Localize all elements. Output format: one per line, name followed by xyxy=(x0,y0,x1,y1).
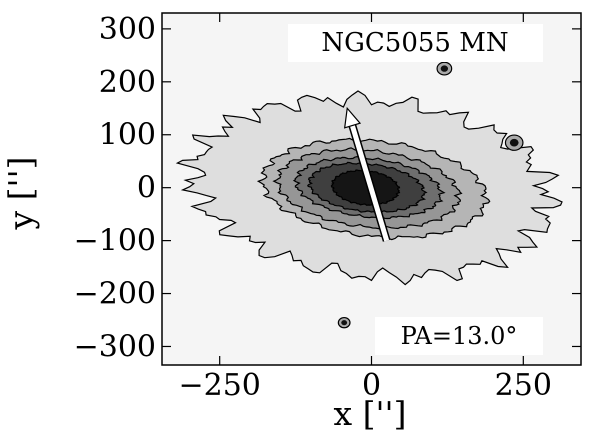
y-tick-label: 100 xyxy=(99,118,156,153)
point-source xyxy=(337,316,351,329)
point-source xyxy=(504,134,524,151)
point-source xyxy=(436,61,453,76)
y-tick-label: −200 xyxy=(74,277,156,312)
x-tick-label: −250 xyxy=(178,368,260,403)
chart-title: NGC5055 MN xyxy=(321,28,508,58)
pa-arrow xyxy=(343,106,391,242)
x-axis-ticks: −250 0 250 xyxy=(178,13,552,403)
y-tick-label: 0 xyxy=(137,171,156,206)
x-axis-label: x [''] xyxy=(334,394,407,433)
y-tick-label: −300 xyxy=(74,329,156,364)
y-axis-ticks: 300 200 100 0 −100 −200 −300 xyxy=(74,12,581,364)
pa-box xyxy=(375,317,543,355)
y-axis-label: y [''] xyxy=(1,156,40,230)
y-tick-label: 300 xyxy=(99,12,156,47)
title-box xyxy=(288,24,543,62)
y-tick-label: 200 xyxy=(99,65,156,100)
pa-annotation: PA=13.0° xyxy=(401,322,518,350)
source-layer xyxy=(142,61,524,329)
y-tick-label: −100 xyxy=(74,224,156,259)
point-source xyxy=(142,162,152,171)
x-tick-label: 0 xyxy=(362,368,381,403)
x-tick-label: 250 xyxy=(495,368,552,403)
